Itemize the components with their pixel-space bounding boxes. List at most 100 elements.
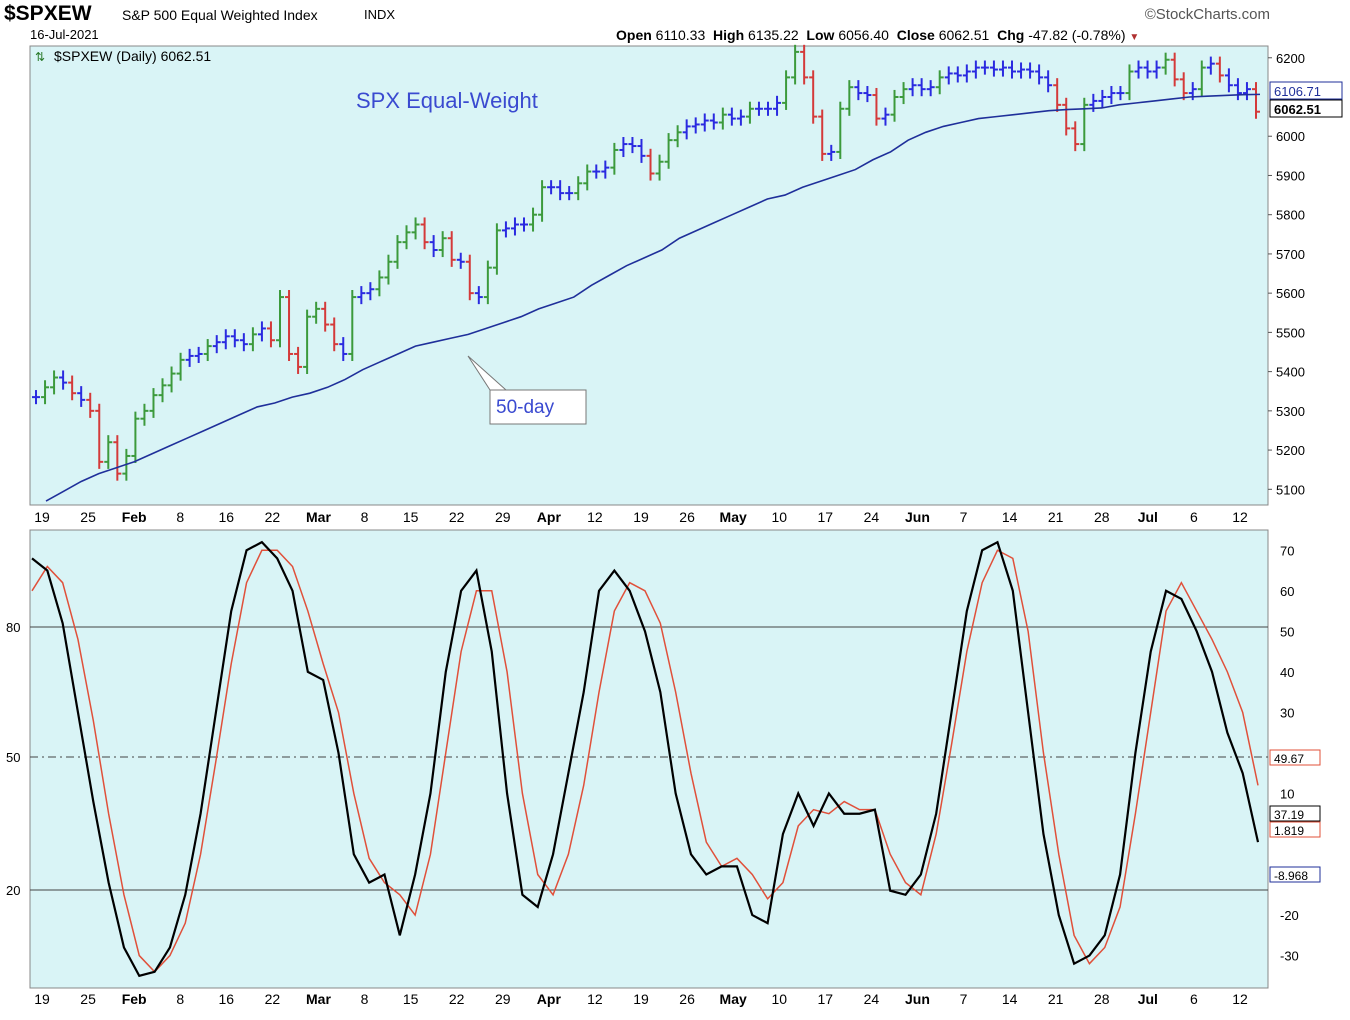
ohlc-bar (483, 260, 492, 305)
stoch-d-last-label: 49.67 (1274, 752, 1304, 766)
x-tick-label-bottom: Jul (1138, 991, 1158, 1007)
oscillator-left-tick-label: 50 (6, 750, 20, 765)
ohlc-bar (1116, 86, 1125, 101)
ohlc-bar (872, 87, 881, 126)
x-tick-label-top: Apr (537, 509, 562, 525)
ohlc-bar (1134, 60, 1143, 79)
ohlc-bar (68, 375, 77, 401)
ohlc-bar (520, 217, 528, 232)
brand-label: ©StockCharts.com (1144, 6, 1270, 23)
open-value: 6110.33 (655, 27, 706, 43)
ohlc-bar (375, 270, 384, 297)
ohlc-bar (863, 86, 872, 103)
x-tick-label-bottom: May (720, 991, 747, 1007)
ohlc-bar (1179, 72, 1188, 101)
ohlc-bar (230, 329, 239, 348)
x-tick-label-bottom: 12 (1232, 991, 1248, 1007)
ohlc-bar (149, 388, 158, 418)
ohlc-bar (420, 217, 429, 250)
ohlc-bar (276, 290, 284, 348)
stoch-k-last-label: 37.19 (1274, 808, 1304, 822)
ohlc-bar (1044, 70, 1053, 93)
sma-callout (467, 355, 587, 425)
x-tick-label-bottom: 15 (403, 991, 419, 1007)
price-y-tick-label: 5700 (1276, 247, 1305, 262)
ohlc-bar (610, 142, 619, 175)
ohlc-bar (339, 337, 348, 362)
ohlc-bar (366, 282, 375, 301)
x-tick-label-bottom: 12 (587, 991, 603, 1007)
ohlc-bar (312, 301, 321, 324)
ohlc-bar (330, 317, 339, 352)
ohlc-bar (248, 327, 257, 352)
ohlc-bar (77, 386, 86, 407)
ohlc-bar (1080, 97, 1089, 152)
close-last-label: 6062.51 (1274, 102, 1321, 117)
price-annotation: SPX Equal-Weight (356, 88, 538, 113)
ohlc-bar (709, 113, 718, 130)
x-tick-label-bottom: 8 (176, 991, 184, 1007)
ohlc-bar (1125, 64, 1134, 101)
ohlc-bar (917, 78, 926, 97)
x-tick-label-bottom: 7 (960, 991, 968, 1007)
ohlc-bar (529, 207, 538, 232)
ohlc-bar (257, 321, 266, 342)
ohlc-bar (845, 80, 854, 116)
stoch-extra-last-label: -8.968 (1274, 869, 1308, 883)
ohlc-bar (691, 117, 700, 134)
ohlc-bar (384, 254, 393, 285)
ohlc-bar (140, 403, 149, 426)
oscillator-y-tick-label: 10 (1280, 786, 1294, 801)
ohlc-bar (285, 290, 294, 362)
x-tick-label-bottom: 21 (1048, 991, 1064, 1007)
low-value: 6056.40 (838, 27, 889, 43)
x-tick-label-bottom: 29 (495, 991, 511, 1007)
ohlc-bar (727, 107, 736, 126)
x-tick-label-bottom: 19 (34, 991, 50, 1007)
price-y-tick-label: 6000 (1276, 129, 1305, 144)
oscillator-left-tick-label: 20 (6, 883, 20, 898)
ohlc-bar (646, 148, 655, 181)
ohlc-bar (104, 435, 113, 469)
chart-date: 16-Jul-2021 (30, 27, 99, 42)
ohlc-bar (944, 66, 953, 85)
ohlc-bar (1035, 64, 1044, 85)
price-y-tick-label: 5100 (1276, 482, 1305, 497)
x-tick-label-bottom: 25 (80, 991, 96, 1007)
x-tick-label-top: 24 (864, 509, 880, 525)
oscillator-left-tick-label: 80 (6, 620, 20, 635)
ohlc-bar (764, 101, 772, 116)
ohlc-bar (50, 370, 59, 395)
ohlc-bar (1233, 78, 1242, 101)
ohlc-bar (547, 180, 556, 195)
ohlc-bar (565, 186, 574, 201)
ohlc-bar (628, 137, 637, 154)
x-tick-label-top: 12 (587, 509, 603, 525)
ohlc-bar (1152, 60, 1161, 79)
ohlc-bar (212, 335, 221, 354)
callout-box (489, 389, 587, 425)
x-tick-label-bottom: Apr (537, 991, 562, 1007)
ohlc-bar (1053, 78, 1062, 112)
sma-last-label-box (1269, 81, 1343, 100)
ohlc-bar (935, 70, 944, 95)
stoch-extra-last-label-box (1269, 866, 1321, 883)
x-tick-label-top: Feb (122, 509, 147, 525)
symbol-title: $SPXEW (4, 2, 92, 25)
ohlc-bar (59, 370, 68, 390)
close-last-label-box (1269, 99, 1343, 118)
chg-label: Chg (997, 27, 1025, 43)
ohlc-bar (501, 221, 510, 238)
x-tick-label-top: 28 (1094, 509, 1110, 525)
ohlc-bar (998, 60, 1007, 77)
ohlc-bar (962, 64, 971, 83)
ohlc-bar (357, 286, 366, 305)
ohlc-bar (86, 392, 95, 418)
ohlc-bar (176, 352, 185, 381)
ohlc-bar (908, 78, 917, 97)
ohlc-bar (989, 60, 998, 77)
x-tick-label-top: 15 (403, 509, 419, 525)
x-tick-label-bottom: 19 (633, 991, 649, 1007)
x-tick-label-top: 6 (1190, 509, 1198, 525)
